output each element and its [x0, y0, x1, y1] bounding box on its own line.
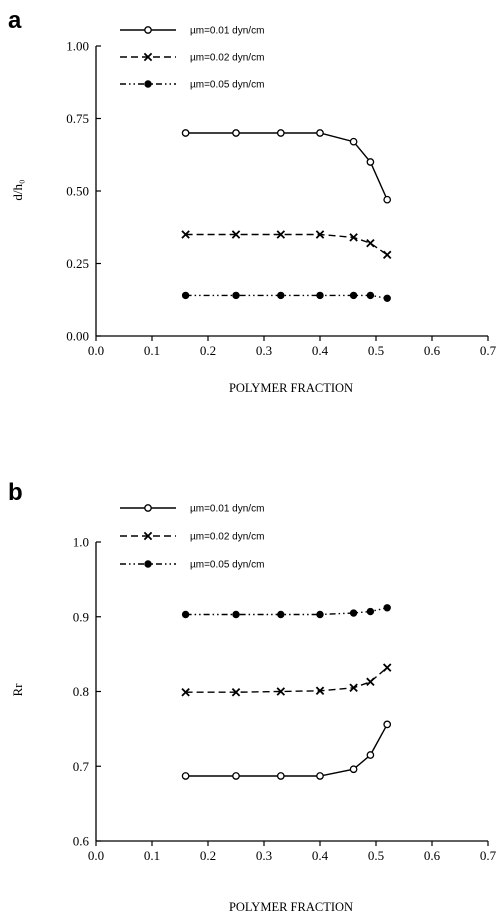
- x-tick-label: 0.5: [368, 343, 384, 358]
- data-point-marker: [231, 688, 241, 697]
- data-point-marker: [232, 772, 240, 780]
- data-point-marker: [349, 683, 358, 692]
- panel-letter: a: [8, 7, 22, 34]
- x-tick-label: 0.7: [480, 343, 497, 358]
- data-point-marker: [383, 720, 392, 729]
- y-tick-label: 0.8: [73, 684, 89, 699]
- data-point-marker: [366, 238, 375, 248]
- panel-a: a 0.00 0.25 0.50 0.75 1.00 0.0 0.1 0.2 0.3 0.4 0.5 0…: [8, 7, 497, 395]
- legend-label-2: µm=0.02 dyn/cm: [190, 532, 264, 543]
- legend-marker-3: [144, 80, 152, 88]
- x-tick-label: 0.2: [200, 343, 216, 358]
- data-point-marker: [276, 687, 286, 696]
- x-tick-label: 0.4: [312, 848, 329, 863]
- legend-marker-3: [144, 560, 152, 568]
- data-point-marker: [383, 294, 391, 302]
- data-point-marker: [383, 195, 392, 204]
- data-point-marker: [231, 230, 241, 239]
- data-point-marker: [276, 772, 285, 780]
- data-point-marker: [316, 772, 324, 780]
- legend-marker-2: [143, 531, 153, 541]
- data-point-marker: [277, 291, 285, 300]
- data-point-marker: [366, 607, 375, 616]
- y-tick-label: 1.00: [66, 39, 89, 54]
- x-tick-label: 0.7: [480, 848, 497, 863]
- legend-label-3: µm=0.05 dyn/cm: [190, 560, 264, 571]
- data-point-marker: [277, 610, 285, 619]
- data-point-marker: [366, 158, 375, 166]
- data-point-marker: [366, 291, 375, 300]
- data-point-marker: [232, 291, 240, 300]
- data-point-marker: [181, 610, 190, 619]
- legend-marker-1: [144, 26, 152, 34]
- x-tick-label: 0.6: [424, 848, 441, 863]
- series-line-2: [185, 667, 388, 693]
- data-point-marker: [315, 230, 325, 239]
- data-point-marker: [181, 688, 190, 697]
- legend-label-3: µm=0.05 dyn/cm: [190, 80, 264, 91]
- x-axis-label: POLYMER FRACTION: [229, 900, 353, 914]
- data-point-marker: [315, 686, 325, 695]
- data-point-marker: [181, 230, 190, 239]
- series-line-2: [185, 233, 388, 256]
- data-point-marker: [382, 250, 392, 260]
- x-tick-label: 0.0: [88, 848, 104, 863]
- data-point-marker: [232, 129, 240, 137]
- data-point-marker: [232, 610, 240, 619]
- panel-letter: b: [8, 479, 23, 506]
- data-point-marker: [276, 129, 285, 137]
- data-point-marker: [349, 137, 358, 146]
- x-tick-label: 0.4: [312, 343, 329, 358]
- y-tick-label: 0.00: [66, 329, 89, 344]
- data-point-marker: [349, 233, 358, 242]
- x-tick-label: 0.0: [88, 343, 104, 358]
- data-point-marker: [316, 291, 324, 300]
- data-point-marker: [366, 677, 375, 687]
- data-point-marker: [181, 129, 190, 137]
- x-tick-label: 0.1: [144, 343, 160, 358]
- data-point-marker: [366, 751, 375, 759]
- x-tick-label: 0.6: [424, 343, 441, 358]
- x-tick-label: 0.1: [144, 848, 160, 863]
- y-tick-label: 0.7: [73, 759, 90, 774]
- y-axis-label: Rr: [10, 683, 25, 697]
- y-tick-label: 0.6: [73, 834, 90, 849]
- legend-label-1: µm=0.01 dyn/cm: [190, 504, 264, 515]
- panel-b: b 0.6 0.7 0.8 0.9 1.0 0.0 0.1 0.2 0.3 0.4 0.5 0.6 0.7…: [8, 479, 497, 914]
- y-tick-label: 0.50: [66, 184, 89, 199]
- y-axis-label: d/h₀: [10, 179, 25, 200]
- y-tick-label: 1.0: [73, 535, 89, 550]
- x-tick-label: 0.5: [368, 848, 384, 863]
- data-point-marker: [316, 129, 324, 137]
- data-point-marker: [181, 772, 190, 780]
- legend-marker-2: [143, 52, 153, 62]
- data-point-marker: [349, 765, 358, 774]
- data-point-marker: [316, 610, 324, 619]
- data-point-marker: [383, 604, 391, 612]
- x-tick-label: 0.3: [256, 848, 272, 863]
- x-tick-label: 0.2: [200, 848, 216, 863]
- x-axis-label: POLYMER FRACTION: [229, 381, 353, 395]
- legend-marker-1: [144, 504, 152, 512]
- y-tick-label: 0.9: [73, 609, 89, 624]
- data-point-marker: [349, 291, 358, 300]
- data-point-marker: [382, 663, 392, 672]
- legend-label-1: µm=0.01 dyn/cm: [190, 26, 264, 37]
- data-point-marker: [276, 230, 286, 239]
- x-tick-label: 0.3: [256, 343, 272, 358]
- y-tick-label: 0.25: [66, 256, 89, 271]
- data-point-marker: [181, 291, 190, 300]
- data-point-marker: [349, 609, 358, 617]
- y-tick-label: 0.75: [66, 111, 89, 126]
- legend-label-2: µm=0.02 dyn/cm: [190, 53, 264, 64]
